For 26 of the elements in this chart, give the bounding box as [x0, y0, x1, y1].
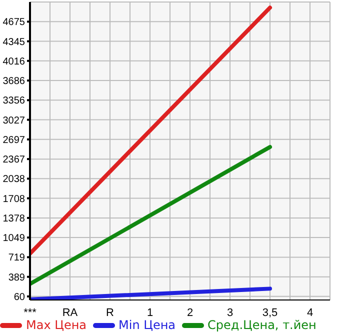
y-tick-label: 1378: [2, 214, 26, 225]
x-tick-label: R: [106, 306, 114, 319]
x-tick-label: 3,5: [262, 306, 278, 319]
y-tick-label: 2367: [2, 154, 26, 166]
y-tick-label: 60: [14, 292, 26, 303]
x-tick-label: ***: [24, 306, 38, 319]
y-tick-label: 4345: [2, 36, 26, 48]
x-tick-label: 1: [146, 306, 154, 319]
legend-label: Сред.Цена, т.йен: [206, 318, 316, 332]
y-tick-label: 1708: [2, 194, 26, 205]
y-tick-label: 3356: [2, 96, 26, 107]
legend-label: Max Цена: [25, 318, 87, 332]
x-tick-label: RA: [62, 306, 78, 319]
y-tick-label: 4016: [2, 56, 26, 68]
legend-label: Min Цена: [118, 318, 176, 332]
y-tick-label: 2697: [2, 134, 26, 146]
y-tick-label: 3686: [2, 76, 26, 88]
y-tick-label: 389: [8, 272, 26, 284]
y-tick-label: 2038: [2, 174, 26, 186]
y-tick-label: 1049: [2, 233, 26, 244]
x-tick-label: 2: [186, 306, 194, 319]
y-tick-label: 719: [8, 252, 26, 264]
x-tick-label: 3: [226, 306, 234, 319]
x-tick-label: 4: [306, 306, 314, 319]
y-tick-label: 3027: [2, 115, 26, 126]
y-tick-label: 4675: [2, 17, 26, 28]
